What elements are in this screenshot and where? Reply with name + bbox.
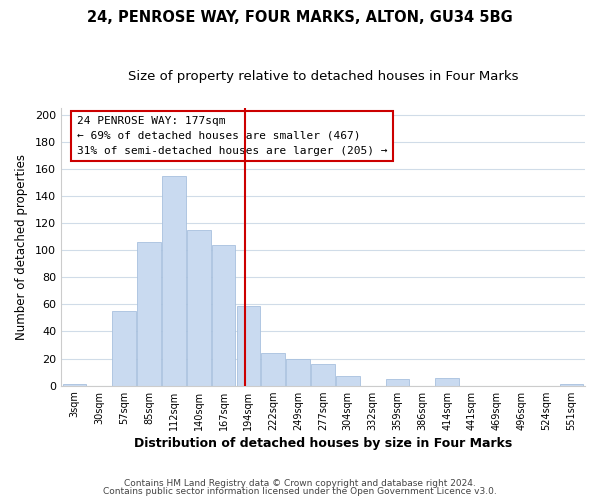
Bar (386, 379, 409, 386)
Text: 24 PENROSE WAY: 177sqm
← 69% of detached houses are smaller (467)
31% of semi-de: 24 PENROSE WAY: 177sqm ← 69% of detached… (77, 116, 387, 156)
Bar (162, 176, 186, 386)
Y-axis label: Number of detached properties: Number of detached properties (15, 154, 28, 340)
Bar (112, 311, 136, 386)
Text: Contains HM Land Registry data © Crown copyright and database right 2024.: Contains HM Land Registry data © Crown c… (124, 478, 476, 488)
Bar (311, 364, 335, 386)
Text: Contains public sector information licensed under the Open Government Licence v3: Contains public sector information licen… (103, 487, 497, 496)
Bar (560, 384, 583, 386)
Bar (187, 230, 211, 386)
Bar (63, 384, 86, 386)
Bar (262, 353, 285, 386)
Bar (137, 242, 161, 386)
Bar (286, 358, 310, 386)
Title: Size of property relative to detached houses in Four Marks: Size of property relative to detached ho… (128, 70, 518, 83)
X-axis label: Distribution of detached houses by size in Four Marks: Distribution of detached houses by size … (134, 437, 512, 450)
Bar (236, 306, 260, 386)
Text: 24, PENROSE WAY, FOUR MARKS, ALTON, GU34 5BG: 24, PENROSE WAY, FOUR MARKS, ALTON, GU34… (87, 10, 513, 25)
Bar (436, 378, 459, 386)
Bar (212, 244, 235, 386)
Bar (336, 376, 359, 386)
